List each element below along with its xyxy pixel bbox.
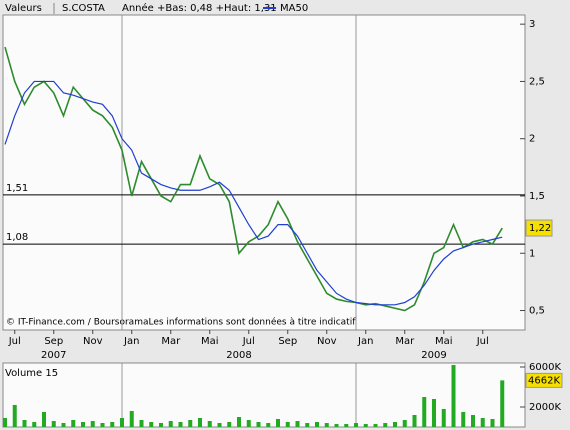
volume-bar xyxy=(207,421,212,427)
volume-bar xyxy=(373,424,378,427)
volume-bar xyxy=(461,412,466,427)
y-tick-label: 2,5 xyxy=(529,76,545,87)
volume-bar xyxy=(149,422,154,427)
volume-bar xyxy=(12,405,17,427)
volume-bar xyxy=(61,423,66,427)
y-tick-label: 2000K xyxy=(529,402,561,413)
year-label: 2007 xyxy=(41,350,66,361)
volume-bar xyxy=(412,415,417,427)
x-tick-label: Jan xyxy=(357,336,373,347)
volume-bar xyxy=(363,424,368,427)
year-label: 2009 xyxy=(421,350,446,361)
last-volume-box xyxy=(525,372,563,388)
y-tick-label: 6000K xyxy=(529,362,561,373)
volume-bar xyxy=(159,423,163,427)
volume-bar xyxy=(500,380,505,427)
price-line xyxy=(4,46,503,312)
y-tick-label: 1 xyxy=(529,248,535,259)
volume-bar xyxy=(168,421,173,427)
volume-bar xyxy=(285,422,290,427)
volume-bar xyxy=(227,422,232,427)
volume-panel xyxy=(2,362,526,428)
y-tick-label: 1,5 xyxy=(529,191,545,202)
volume-bar xyxy=(315,422,319,427)
x-tick-label: Mai xyxy=(201,336,219,347)
volume-bar xyxy=(471,415,475,427)
volume-bar xyxy=(266,423,271,427)
volume-bar xyxy=(432,399,436,427)
volume-bar xyxy=(276,419,280,427)
y-tick-label: 2 xyxy=(529,134,535,145)
x-tick-label: Jul xyxy=(242,336,255,347)
x-tick-label: Mar xyxy=(161,336,181,347)
volume-bar xyxy=(490,419,495,427)
volume-bar xyxy=(344,424,349,427)
volume-title: Volume 15 xyxy=(5,368,58,379)
volume-bar xyxy=(334,424,339,427)
valeurs-label: Valeurs xyxy=(5,3,42,14)
x-tick-label: Nov xyxy=(83,336,103,347)
volume-bar xyxy=(422,397,427,427)
volume-bar xyxy=(42,412,46,427)
volume-bar xyxy=(198,418,202,427)
volume-bar xyxy=(217,423,222,427)
volume-bar xyxy=(393,422,397,427)
y-tick-label: 0,5 xyxy=(529,306,545,317)
ma-line xyxy=(4,80,503,306)
price-panel xyxy=(2,14,526,331)
year-range: Année +Bas: 0,48 +Haut: 1,31 xyxy=(122,2,277,14)
volume-bar xyxy=(451,365,456,427)
volume-bar xyxy=(402,420,407,427)
last-volume-label: 4662K xyxy=(528,375,560,386)
x-tick-label: Mar xyxy=(395,336,415,347)
volume-bar xyxy=(32,422,37,427)
last-price-box xyxy=(525,219,553,237)
y-tick-label: 3 xyxy=(529,19,535,30)
x-tick-label: Mai xyxy=(435,336,453,347)
volume-bar xyxy=(237,417,241,427)
last-price-label: 1,22 xyxy=(529,223,551,234)
volume-bar xyxy=(129,411,134,427)
symbol: S.COSTA xyxy=(62,3,105,14)
x-tick-label: Jul xyxy=(8,336,21,347)
volume-bar xyxy=(256,422,261,427)
x-tick-label: Nov xyxy=(317,336,337,347)
volume-bar xyxy=(3,418,7,427)
volume-bar xyxy=(188,420,193,427)
footer: © IT-Finance.com / BoursoramaLes informa… xyxy=(6,317,356,328)
volume-bar xyxy=(71,420,76,427)
x-tick-label: Jul xyxy=(476,336,489,347)
volume-bar xyxy=(441,409,446,427)
x-tick-label: Jan xyxy=(123,336,139,347)
volume-bar xyxy=(139,420,144,427)
volume-bar xyxy=(383,423,388,427)
volume-bar xyxy=(178,422,183,427)
volume-bar xyxy=(100,423,105,427)
ma-legend: MA50 xyxy=(280,3,308,14)
volume-bar xyxy=(305,423,310,427)
volume-bar xyxy=(324,423,329,427)
reference-label: 1,51 xyxy=(6,183,28,194)
volume-bar xyxy=(246,420,251,427)
volume-bar xyxy=(81,422,85,427)
year-label: 2008 xyxy=(226,350,251,361)
volume-bar xyxy=(51,421,56,427)
volume-bar xyxy=(110,422,115,427)
x-tick-label: Sep xyxy=(278,336,297,347)
volume-bar xyxy=(22,420,27,427)
reference-label: 1,08 xyxy=(6,232,28,243)
volume-bar xyxy=(480,418,485,427)
volume-bar xyxy=(120,418,124,427)
volume-bar xyxy=(354,423,358,427)
x-tick-label: Sep xyxy=(44,336,63,347)
volume-bar xyxy=(295,421,300,427)
volume-bar xyxy=(90,421,95,427)
